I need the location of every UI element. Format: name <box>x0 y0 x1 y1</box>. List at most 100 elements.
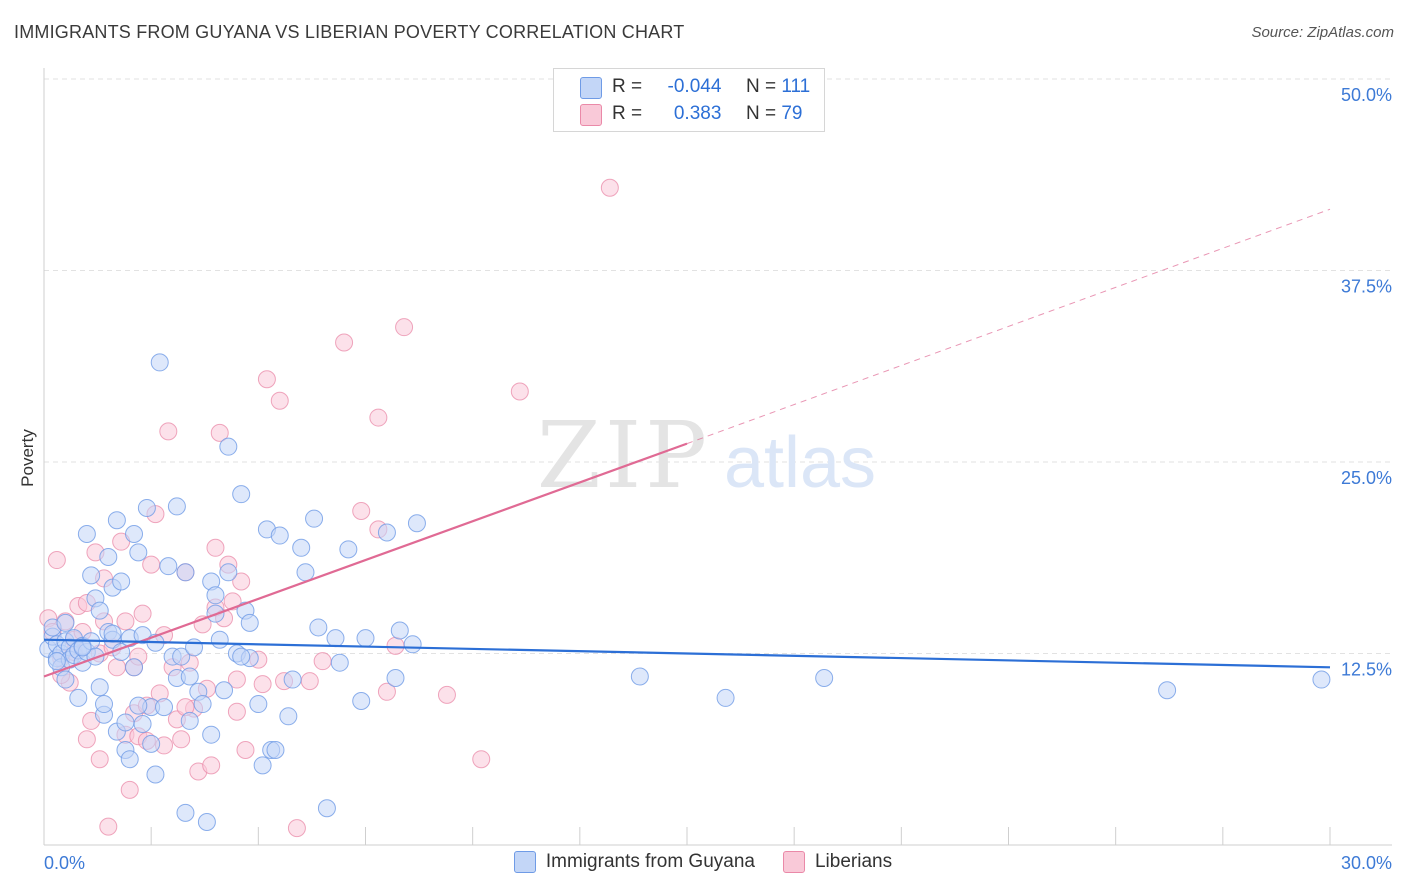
liberians-trend-extension <box>686 208 1331 445</box>
guyana-point <box>77 525 96 544</box>
bottom-legend-swatch-pink <box>782 851 805 873</box>
liberians-point <box>437 685 456 704</box>
liberians-point <box>120 780 139 799</box>
liberians-point <box>300 672 319 691</box>
guyana-point <box>356 629 375 648</box>
x-tick-label: 30.0% <box>1341 853 1392 873</box>
guyana-point <box>167 497 186 516</box>
y-tick-label: 37.5% <box>1341 277 1392 297</box>
guyana-point <box>253 756 272 775</box>
guyana-point <box>120 750 139 769</box>
guyana-point <box>150 353 169 372</box>
trend-lines <box>43 208 1331 678</box>
legend-n-value: 79 <box>781 103 803 124</box>
bottom-legend: Immigrants from Guyana Liberians <box>0 851 1406 873</box>
liberians-point <box>395 318 414 337</box>
guyana-point <box>279 707 298 726</box>
liberians-point <box>600 178 619 197</box>
guyana-point <box>249 695 268 714</box>
guyana-point <box>176 803 195 822</box>
y-tick-label: 12.5% <box>1341 660 1392 680</box>
guyana-point <box>90 601 109 620</box>
guyana-point <box>270 526 289 545</box>
guyana-point <box>155 698 174 717</box>
liberians-point <box>99 817 118 836</box>
liberians-point <box>377 682 396 701</box>
guyana-point <box>219 437 238 456</box>
guyana-point <box>90 678 109 697</box>
liberians-point <box>352 502 371 521</box>
guyana-point <box>219 563 238 582</box>
guyana-point <box>125 658 144 677</box>
guyana-point <box>339 540 358 559</box>
bottom-legend-swatch-blue <box>513 851 536 873</box>
liberians-point <box>142 555 161 574</box>
guyana-point <box>283 670 302 689</box>
liberians-point <box>90 750 109 769</box>
guyana-point <box>176 563 195 582</box>
watermark-zip: ZIP <box>537 402 711 509</box>
guyana-point <box>193 695 212 714</box>
liberians-point <box>227 702 246 721</box>
legend-row-liberians-text: R = 0.383 N = 79 <box>612 103 802 125</box>
guyana-point <box>210 630 229 649</box>
liberians-point <box>172 730 191 749</box>
guyana-point <box>266 741 285 760</box>
guyana-point <box>330 653 349 672</box>
liberians-point <box>116 612 135 631</box>
guyana-point <box>390 621 409 640</box>
guyana-point <box>1312 670 1331 689</box>
liberians-point <box>77 730 96 749</box>
liberians-point <box>107 658 126 677</box>
y-tick-label: 25.0% <box>1341 468 1392 488</box>
guyana-point <box>95 695 114 714</box>
guyana-point <box>317 799 336 818</box>
liberians-trend-line <box>43 442 688 678</box>
bottom-legend-label-guyana: Immigrants from Guyana <box>545 851 755 872</box>
guyana-point <box>82 566 101 585</box>
legend-n-label: N = <box>745 76 777 97</box>
guyana-point <box>142 734 161 753</box>
liberians-point <box>236 741 255 760</box>
liberians-point <box>159 422 178 441</box>
liberians-point <box>270 391 289 410</box>
guyana-point <box>232 485 251 504</box>
guyana-point <box>377 523 396 542</box>
correlation-legend: R = -0.044 N = 111 R = 0.383 N = 79 <box>553 68 825 132</box>
liberians-point <box>232 572 251 591</box>
guyana-point <box>116 713 135 732</box>
legend-r-value: 0.383 <box>673 103 722 124</box>
guyana-point <box>107 511 126 530</box>
chart-title: IMMIGRANTS FROM GUYANA VS LIBERIAN POVER… <box>14 22 685 42</box>
guyana-trend-line <box>43 638 1331 669</box>
source-label: Source: ZipAtlas.com <box>1251 24 1394 41</box>
legend-swatch-pink <box>580 104 602 126</box>
guyana-point <box>159 557 178 576</box>
guyana-point <box>202 725 221 744</box>
guyana-point <box>47 652 66 671</box>
tick-labels: 12.5% 25.0% 37.5% 50.0% 0.0% 30.0% <box>44 85 1392 873</box>
guyana-point <box>146 765 165 784</box>
guyana-point <box>240 613 259 632</box>
guyana-point <box>180 667 199 686</box>
bottom-legend-guyana: Immigrants from Guyana <box>513 851 755 873</box>
guyana-point <box>99 547 118 566</box>
guyana-point <box>232 647 251 666</box>
liberians-point <box>210 423 229 442</box>
guyana-point <box>296 563 315 582</box>
liberians-point <box>206 538 225 557</box>
liberians-point <box>47 551 66 570</box>
bottom-legend-liberians: Liberians <box>782 851 892 873</box>
legend-row-guyana-text: R = -0.044 N = 111 <box>612 76 810 98</box>
guyana-point <box>386 669 405 688</box>
legend-r-value: -0.044 <box>667 76 722 97</box>
watermark-atlas: atlas <box>724 423 876 503</box>
liberians-point <box>472 750 491 769</box>
liberians-point <box>287 819 306 838</box>
guyana-point <box>129 543 148 562</box>
liberians-point <box>202 756 221 775</box>
guyana-point <box>172 647 191 666</box>
liberians-point <box>257 370 276 389</box>
guyana-point <box>305 509 324 528</box>
